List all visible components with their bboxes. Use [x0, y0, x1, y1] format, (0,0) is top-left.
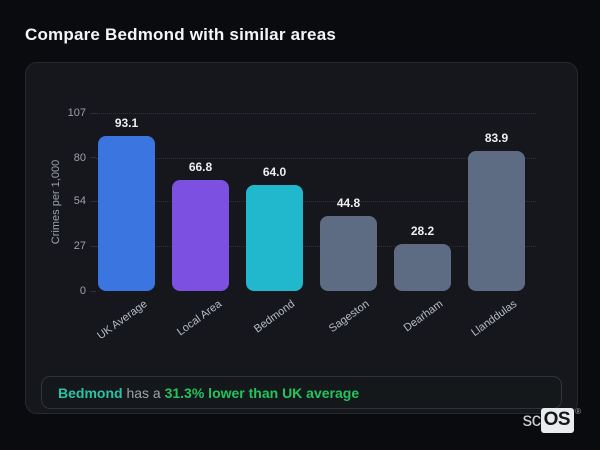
chart-card: Crimes per 1,000 0 27 54 80 107 93.1 UK Avera…: [25, 62, 578, 414]
tick-mark: [90, 290, 96, 292]
y-axis: 0 27 54 80 107: [26, 107, 96, 297]
bar-value-sageston: 44.8: [336, 196, 361, 211]
plot-area: 93.1 UK Average 66.8 Local Area 64.0 Bedmond 4…: [95, 113, 536, 342]
page-title: Compare Bedmond with similar areas: [25, 25, 336, 44]
bar-llanddulas[interactable]: [468, 151, 525, 291]
comparison-note: Bedmond has a 31.3% lower than UK averag…: [41, 376, 562, 409]
gridline-54: [96, 201, 536, 203]
bar-value-dearham: 28.2: [410, 224, 435, 239]
gridline-80: [96, 157, 536, 159]
y-tick-107: 107: [26, 106, 96, 121]
x-axis-label-text: UK Average: [95, 298, 150, 343]
x-axis-label-text: Bedmond: [252, 298, 298, 336]
gridline-27: [96, 246, 536, 248]
x-axis-label-text: Dearham: [401, 298, 446, 335]
note-connector: has a: [122, 384, 165, 401]
bar-sageston[interactable]: [320, 216, 377, 291]
y-tick-27: 27: [26, 239, 96, 254]
bar-value-uk-average: 93.1: [114, 116, 139, 131]
note-stat: 31.3% lower than UK average: [164, 384, 360, 401]
scos-logo: sc OS ®: [522, 407, 581, 433]
bar-value-llanddulas: 83.9: [484, 131, 509, 146]
tick-mark: [90, 200, 96, 202]
tick-mark: [90, 245, 96, 247]
bar-value-bedmond: 64.0: [262, 164, 287, 179]
y-tick-54: 54: [26, 194, 96, 209]
bar-uk-average[interactable]: [98, 136, 155, 291]
x-axis-label-text: Llanddulas: [469, 298, 520, 339]
bar-value-local-area: 66.8: [188, 159, 213, 174]
bar-bedmond[interactable]: [246, 184, 303, 291]
bar-dearham[interactable]: [394, 244, 451, 291]
x-axis-label-text: Sageston: [326, 298, 372, 336]
bar-local-area[interactable]: [172, 179, 229, 291]
note-area-name: Bedmond: [58, 384, 123, 401]
logo-suffix: OS: [540, 408, 575, 433]
logo-prefix: sc: [522, 409, 542, 431]
x-axis-label-text: Local Area: [174, 298, 224, 339]
tick-mark: [90, 112, 96, 114]
y-tick-80: 80: [26, 150, 96, 165]
tick-mark: [90, 157, 96, 159]
y-tick-0: 0: [26, 284, 96, 299]
registered-mark-icon: ®: [575, 407, 581, 416]
gridline-107: [96, 113, 536, 114]
